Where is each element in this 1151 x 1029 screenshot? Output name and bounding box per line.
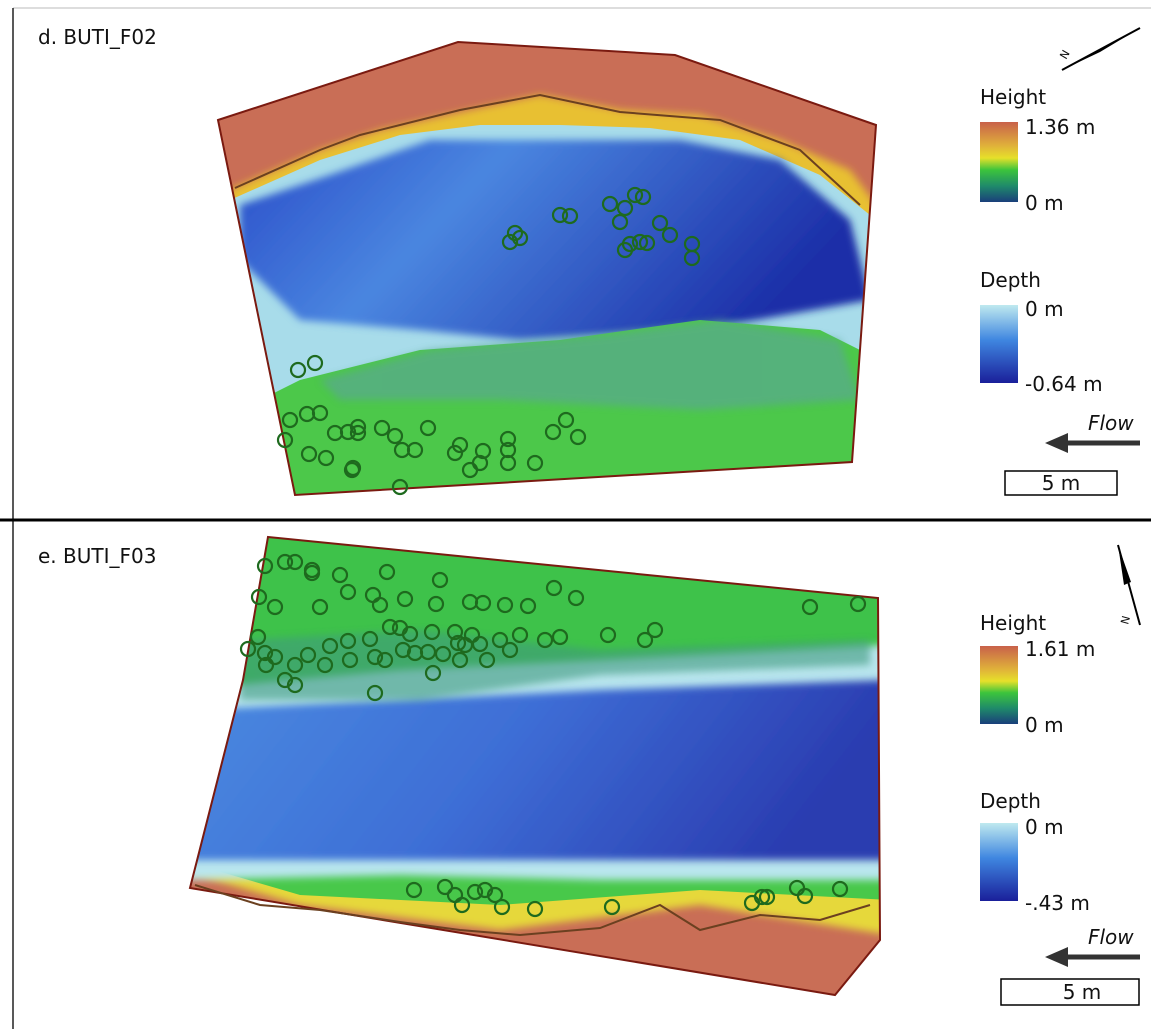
legend-label: 0 m bbox=[1025, 297, 1064, 321]
north-label: N bbox=[1057, 48, 1072, 62]
legend-label: -0.64 m bbox=[1025, 372, 1103, 396]
terrain-map bbox=[200, 30, 900, 520]
legend-label: 1.61 m bbox=[1025, 637, 1095, 661]
north-label: N bbox=[1118, 614, 1133, 625]
panel-title: d. BUTI_F02 bbox=[38, 25, 157, 49]
legend-label: -.43 m bbox=[1025, 891, 1090, 915]
legend-label: 0 m bbox=[1025, 191, 1064, 215]
legend-title: Depth bbox=[980, 789, 1041, 813]
legend-label: 0 m bbox=[1025, 815, 1064, 839]
figure: d. BUTI_F02 N Height 1.36 m 0 m Depth 0 … bbox=[0, 0, 1151, 1029]
flow-label: Flow bbox=[1088, 925, 1134, 949]
north-arrow bbox=[1118, 545, 1131, 585]
panel-title: e. BUTI_F03 bbox=[38, 544, 156, 568]
north-arrow bbox=[1062, 28, 1140, 70]
legend-bar bbox=[980, 122, 1018, 202]
flow-arrow bbox=[1045, 947, 1068, 967]
legend-title: Depth bbox=[980, 268, 1041, 292]
legend-bar bbox=[980, 305, 1018, 383]
legend-bar bbox=[980, 823, 1018, 901]
scale-label: 5 m bbox=[1063, 980, 1102, 1004]
legend-bar bbox=[980, 646, 1018, 724]
legend-title: Height bbox=[980, 85, 1046, 109]
scale-label: 5 m bbox=[1042, 471, 1081, 495]
flow-label: Flow bbox=[1088, 411, 1134, 435]
legend-label: 0 m bbox=[1025, 713, 1064, 737]
flow-arrow bbox=[1045, 433, 1068, 453]
legend-title: Height bbox=[980, 611, 1046, 635]
legend-label: 1.36 m bbox=[1025, 115, 1095, 139]
